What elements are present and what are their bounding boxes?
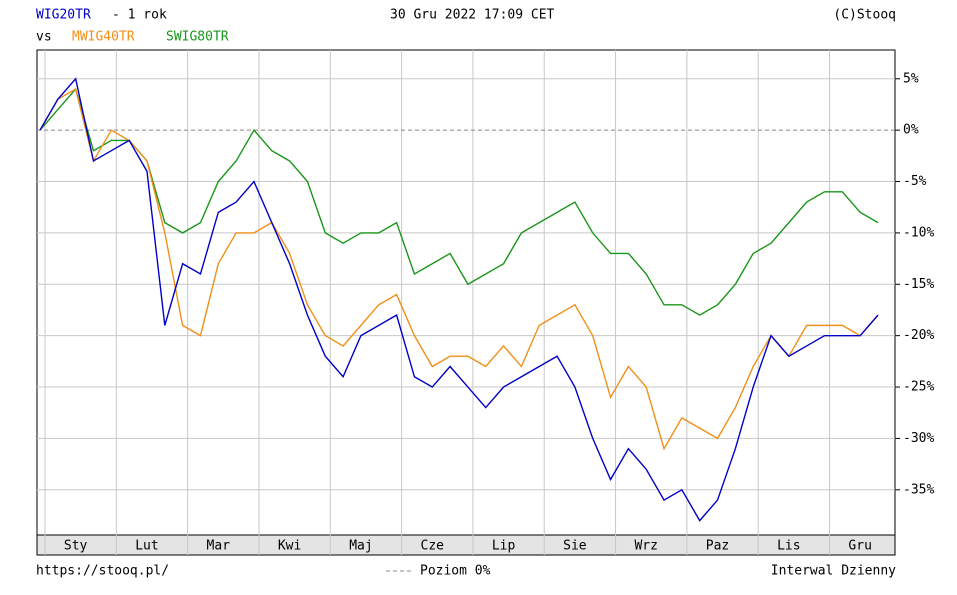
y-tick-label: -25% — [903, 380, 934, 395]
legend-entry: SWIG80TR — [166, 30, 229, 45]
series-line — [39, 77, 879, 522]
series-line — [39, 87, 879, 316]
plot-area — [36, 49, 896, 536]
y-tick-label: -5% — [903, 174, 927, 189]
x-tick-label: Lut — [135, 539, 158, 554]
y-tick-label: -35% — [903, 482, 934, 497]
x-tick-label: Gru — [848, 539, 871, 554]
x-tick-label: Cze — [421, 539, 445, 554]
legend-entry: MWIG40TR — [72, 30, 135, 45]
source: (C)Stooq — [833, 8, 896, 23]
y-tick-label: -30% — [903, 431, 934, 446]
date: 30 Gru 2022 17:09 CET — [390, 8, 555, 23]
x-tick-label: Lip — [492, 539, 516, 554]
interval: Interwal Dzienny — [771, 564, 896, 579]
x-tick-label: Kwi — [278, 539, 301, 554]
x-tick-label: Wrz — [634, 539, 657, 554]
url: https://stooq.pl/ — [36, 564, 169, 579]
x-tick-label: Sie — [563, 539, 587, 554]
vs-label: vs — [36, 30, 52, 45]
zero-line-label: Poziom 0% — [420, 564, 491, 579]
y-tick-label: -20% — [903, 328, 934, 343]
x-tick-label: Sty — [64, 539, 88, 554]
y-tick-label: 5% — [903, 71, 919, 86]
subtitle: - 1 rok — [112, 8, 167, 23]
y-tick-label: 0% — [903, 123, 919, 138]
y-tick-label: -15% — [903, 277, 934, 292]
series-line — [39, 87, 879, 451]
y-tick-label: -10% — [903, 225, 934, 240]
x-tick-label: Paz — [706, 539, 729, 554]
x-tick-label: Lis — [777, 539, 800, 554]
main-series-name: WIG20TR — [36, 8, 91, 23]
x-tick-label: Mar — [207, 539, 231, 554]
x-axis-band — [36, 534, 896, 556]
x-tick-label: Maj — [349, 539, 372, 554]
